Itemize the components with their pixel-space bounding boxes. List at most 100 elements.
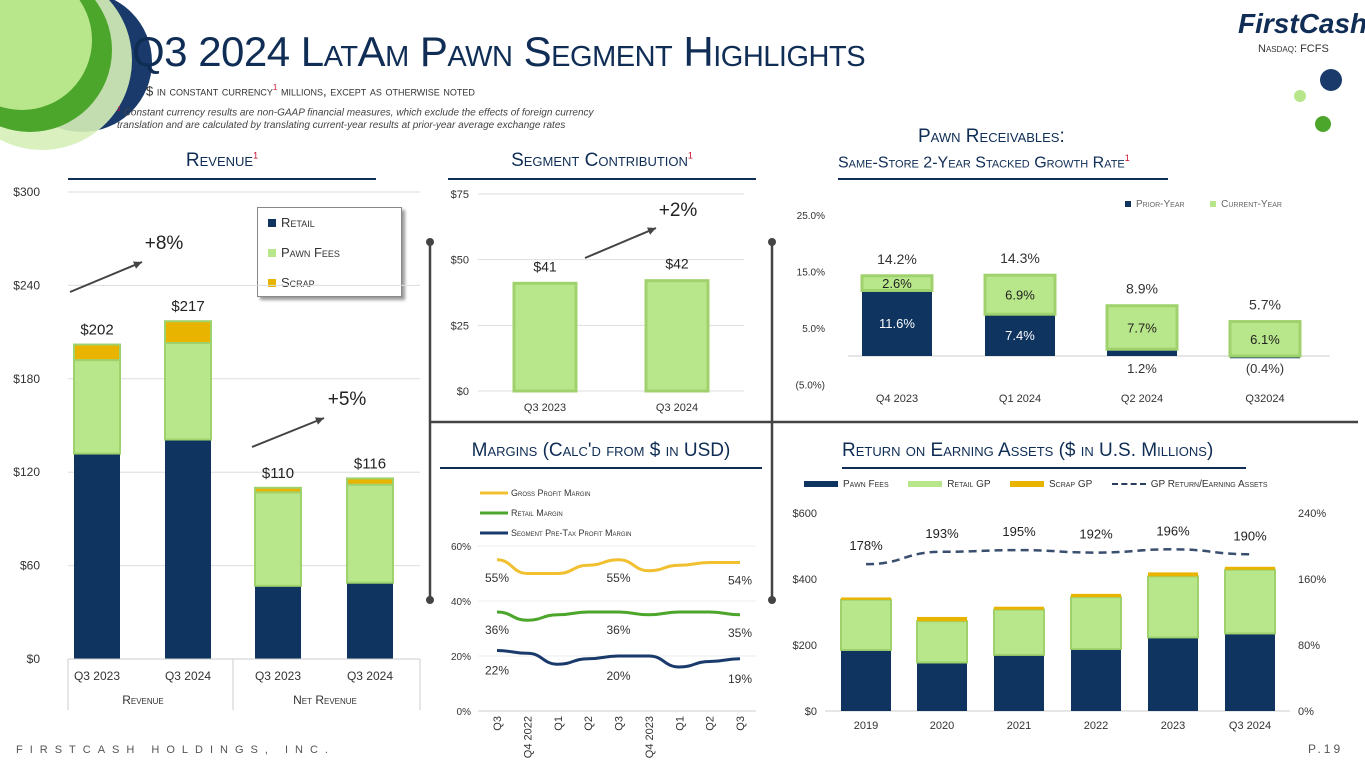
revenue-bar-retail [255,585,301,659]
revenue-bar-scrap [346,477,394,486]
pawn-receivables-subtitle-text: Same-Store 2-Year Stacked Growth Rate [838,154,1125,172]
margins-value-label: 36% [606,623,630,637]
margins-title: Margins (Calc'd from $ in USD) [471,440,731,461]
roea-legend-return: GP Return/Earning Assets [1150,479,1268,490]
margins-ytick: 60% [451,542,471,553]
revenue-ytick: $180 [13,372,40,386]
legend-retail-label: Retail [281,215,315,230]
revenue-bar-scrap [254,486,302,494]
roea-return-label: 196% [1156,523,1190,538]
roea-xtick: Q3 2024 [1229,720,1271,732]
nasdaq-ticker: Nasdaq: FCFS [1258,43,1329,55]
segment-title-rule [448,178,756,180]
subtitle-text: $ in constant currency [146,83,273,99]
pawn-receivables-title: Pawn Receivables: [918,126,1065,147]
revenue-growth-arrow-2 [251,417,325,448]
roea-bar-retail-gp [840,598,892,651]
roea-legend-pawn-swatch [804,481,838,487]
roea-bar-pawn-fees [841,649,891,711]
roea-return-label: 190% [1233,528,1267,543]
firstcash-logo: FirstCash [1238,8,1365,40]
logo-cash: Cash [1298,8,1365,39]
revenue-bar-scrap [164,320,212,344]
divider-endpoint-3 [768,596,776,604]
roea-title-rule [842,467,1246,469]
pawn-title-rule [838,178,1168,180]
margins-value-label: 22% [485,664,509,678]
segment-value-label: $41 [533,258,557,274]
revenue-bar-scrap [73,343,121,362]
revenue-bar-pawn-fees [73,359,121,455]
pawn-xtick: Q1 2024 [999,393,1041,405]
pawn-ytick: 15.0% [797,267,825,278]
roea-legend-scrap-swatch [1009,481,1044,487]
net-revenue-growth-annotation: +5% [328,389,367,410]
segment-ytick: $25 [451,320,469,332]
legend-retail-swatch [268,219,276,227]
roea-legend-pawn: Pawn Fees [843,479,889,490]
pawn-legend: Prior-Year Current-Year [1125,199,1282,210]
pawn-bar-current-year [1105,304,1179,351]
pawn-ytick: 5.0% [802,324,825,335]
roea-legend-retail-swatch [908,481,943,487]
revenue-bar-retail [74,453,120,659]
revenue-growth-annotation: +8% [145,233,184,254]
roea-y2tick: 0% [1298,706,1314,718]
revenue-bar-retail [165,439,211,659]
margins-legend-label: Segment Pre-Tax Profit Margin [511,528,632,538]
footnote: 1 Constant currency results are non-GAAP… [117,103,607,132]
roea-ytick: $400 [793,574,817,586]
pawn-total-label: 14.2% [877,251,917,267]
roea-bar-pawn-fees [1225,633,1275,711]
roea-bar-scrap-gp [1071,593,1121,598]
segment-value-label: $42 [665,256,689,272]
roea-bar-scrap-gp [841,597,891,600]
roea-bar-scrap-gp [1225,566,1275,570]
footnote-mark: 1 [117,106,121,113]
revenue-ytick: $0 [27,652,41,666]
revenue-total-label: $217 [171,298,204,315]
roea-bar-pawn-fees [1071,648,1121,711]
segment-contribution-title: Segment Contribution1 [448,150,756,172]
margins-line-segment-pre-tax-profit-margin [496,649,741,669]
divider-endpoint-2 [768,238,776,246]
roea-xtick: 2023 [1161,720,1185,732]
pawn-total-label: 5.7% [1249,297,1281,313]
roea-xtick: 2022 [1084,720,1108,732]
divider-endpoint-1 [426,596,434,604]
pawn-current-year-label: 7.7% [1127,320,1157,335]
roea-y2tick: 240% [1298,508,1326,520]
pawn-legend-current-swatch [1210,201,1217,207]
roea-return-label: 192% [1079,527,1113,542]
pawn-title-sup: 1 [1124,153,1130,163]
margins-xtick: Q2 [583,716,595,731]
margins-line-gross-profit-margin [496,558,740,576]
roea-bar-pawn-fees [917,662,967,711]
revenue-bar-pawn-fees [164,341,212,441]
segment-growth-annotation: +2% [659,200,698,221]
legend-retail: Retail [268,215,315,230]
margins-xtick: Q4 2022 [522,716,534,758]
revenue-ytick: $300 [13,185,40,199]
pawn-bar-current-year [983,273,1057,316]
roea-title: Return on Earning Assets ($ in U.S. Mill… [842,440,1214,461]
revenue-bar-retail [347,582,393,659]
roea-legend-scrap: Scrap GP [1048,479,1093,490]
pawn-current-year-label: 6.1% [1250,332,1280,347]
pawn-total-label: 14.3% [1000,250,1040,266]
pawn-bar-prior-year [985,314,1055,356]
revenue-group-label: Revenue [122,693,164,707]
roea-bar-retail-gp [993,608,1045,656]
revenue-title-rule [68,178,376,180]
pawn-bar-prior-year [862,290,932,356]
legend-scrap-swatch [268,279,276,287]
margins-value-label: 54% [728,574,752,588]
margins-line-retail-margin [496,610,741,622]
roea-bar-pawn-fees [1148,637,1198,711]
revenue-xtick: Q3 2024 [165,669,211,683]
legend-scrap: Scrap [268,275,315,290]
pawn-receivables-subtitle: Same-Store 2-Year Stacked Growth Rate1 [838,153,1130,172]
roea-y2tick: 80% [1298,640,1320,652]
margins-value-label: 35% [728,626,752,640]
